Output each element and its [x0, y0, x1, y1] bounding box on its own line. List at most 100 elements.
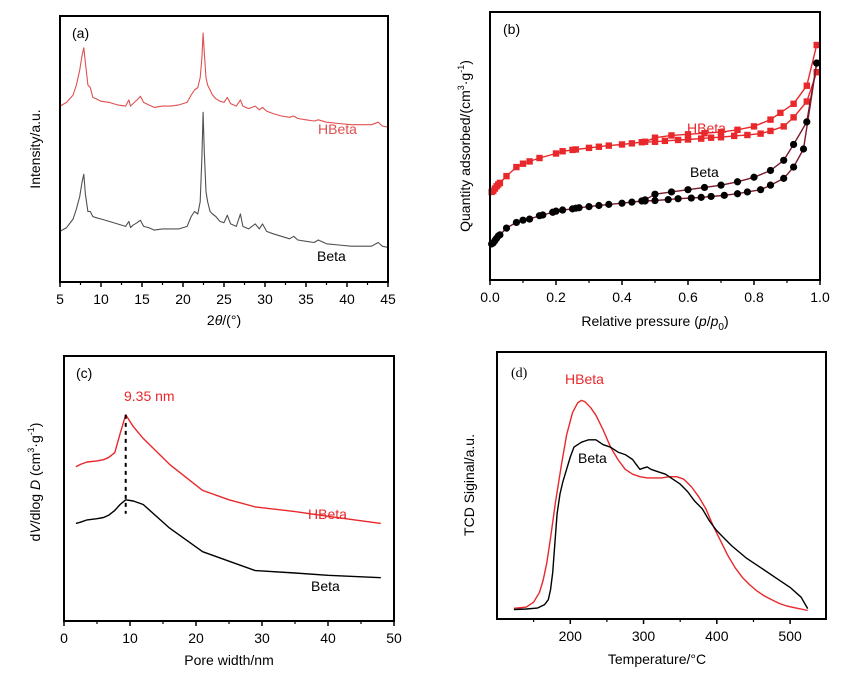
- data-point-circle: [575, 204, 583, 212]
- panel-a-xlabel: 2θ/(°): [207, 312, 241, 328]
- data-point-square: [684, 136, 692, 143]
- series-line-beta-adsorption: [491, 62, 818, 245]
- panel-a-ylabel: Intensity/a.u.: [27, 109, 43, 188]
- data-point-circle: [641, 196, 649, 204]
- data-point-square: [641, 138, 649, 145]
- data-point-square: [813, 41, 820, 49]
- panel-d-series: [513, 399, 809, 612]
- data-point-circle: [757, 186, 765, 194]
- panel-d-frame: [496, 351, 827, 620]
- panel-a-ticks: 5 10 15 20 25 30 35 40 45: [56, 282, 396, 307]
- x-tick-label: 1.0: [810, 289, 830, 305]
- panel-d-ylabel: TCD Siginal/a.u.: [461, 434, 477, 536]
- panel-c-series: [75, 414, 381, 579]
- data-point-square: [750, 123, 758, 130]
- data-point-circle: [595, 201, 603, 210]
- data-point-circle: [526, 215, 534, 223]
- data-point-square: [628, 140, 636, 147]
- x-tick-label: 40: [320, 630, 336, 646]
- data-point-circle: [780, 156, 788, 164]
- data-point-circle: [780, 174, 788, 182]
- data-point-square: [519, 160, 527, 167]
- data-point-square: [674, 136, 682, 144]
- x-tick-label: 15: [134, 291, 150, 307]
- data-point-circle: [651, 196, 659, 205]
- series-line-beta-desorption: [644, 62, 818, 201]
- panel-c-peak-label: 9.35 nm: [124, 388, 175, 404]
- panel-a-frame: [59, 15, 389, 283]
- data-point-circle: [539, 211, 547, 219]
- data-point-circle: [697, 193, 705, 201]
- data-point-circle: [512, 218, 521, 227]
- data-point-circle: [733, 178, 742, 186]
- data-point-circle: [628, 198, 636, 206]
- data-point-square: [651, 134, 659, 141]
- data-point-circle: [790, 140, 798, 149]
- data-point-square: [638, 139, 645, 146]
- panel-c-label: (c): [76, 365, 92, 381]
- data-point-circle: [766, 181, 775, 189]
- data-point-circle: [687, 194, 695, 202]
- data-point-square: [803, 82, 810, 89]
- data-point-square: [513, 163, 520, 171]
- x-tick-label: 200: [559, 628, 583, 644]
- data-point-circle: [700, 183, 709, 192]
- data-point-circle: [750, 173, 758, 181]
- panel-c-ylabel: dV/dlog D (cm3·g-1): [26, 423, 43, 542]
- series-line-hbeta: [59, 32, 389, 128]
- data-point-square: [744, 131, 751, 139]
- panel-c-frame: [63, 355, 395, 622]
- data-point-circle: [502, 224, 511, 232]
- data-point-square: [803, 98, 810, 105]
- data-point-square: [767, 127, 774, 135]
- panel-a-series: [59, 32, 389, 249]
- data-point-circle: [496, 231, 504, 239]
- data-point-square: [684, 131, 692, 138]
- x-tick-label: 35: [298, 291, 314, 307]
- panel-a-label-hbeta: HBeta: [318, 121, 357, 137]
- data-point-square: [731, 132, 738, 140]
- series-line-hbeta: [513, 399, 808, 612]
- x-tick-label: 300: [632, 628, 656, 644]
- data-point-square: [536, 154, 543, 162]
- panel-a-label-beta: Beta: [317, 248, 346, 264]
- x-tick-label: 45: [380, 291, 396, 307]
- x-tick-label: 20: [188, 630, 204, 646]
- data-point-circle: [766, 166, 775, 175]
- x-tick-label: 30: [254, 630, 270, 646]
- data-point-square: [734, 126, 741, 133]
- data-point-square: [701, 129, 708, 137]
- data-point-square: [661, 137, 669, 145]
- data-point-square: [605, 142, 612, 149]
- data-point-square: [780, 123, 787, 130]
- data-point-square: [585, 144, 593, 152]
- panel-c-pore-distribution: 0 10 20 30 40 50 (c) 9.35 nm HBeta Beta Pore …: [26, 355, 402, 668]
- data-point-square: [572, 146, 579, 153]
- x-tick-label: 0: [60, 630, 68, 646]
- data-point-square: [552, 150, 560, 157]
- data-point-square: [717, 128, 725, 136]
- data-point-circle: [684, 186, 692, 194]
- panel-d-label-beta: Beta: [578, 450, 607, 466]
- data-point-square: [767, 116, 774, 123]
- panel-a-xrd: 5 10 15 20 25 30 35 40 45 (a) HBeta Beta 2θ/(°) …: [27, 15, 396, 328]
- data-point-circle: [799, 145, 808, 153]
- data-point-circle: [559, 206, 567, 214]
- panel-b-ticks: 0.0 0.2 0.4 0.6 0.8 1.0: [480, 280, 830, 305]
- series-line-hbeta: [75, 414, 381, 525]
- x-tick-label: 500: [778, 628, 802, 644]
- data-point-square: [707, 134, 715, 141]
- data-point-square: [717, 134, 725, 141]
- x-tick-label: 25: [216, 291, 232, 307]
- data-point-circle: [733, 190, 742, 198]
- panel-b-frame: [489, 11, 821, 281]
- data-point-square: [526, 158, 533, 165]
- series-line-hbeta-desorption: [644, 44, 818, 143]
- data-point-circle: [790, 163, 798, 171]
- data-point-circle: [605, 200, 613, 208]
- data-point-circle: [720, 191, 728, 199]
- data-point-square: [559, 148, 566, 155]
- series-line-beta: [75, 499, 381, 579]
- data-point-circle: [519, 216, 527, 224]
